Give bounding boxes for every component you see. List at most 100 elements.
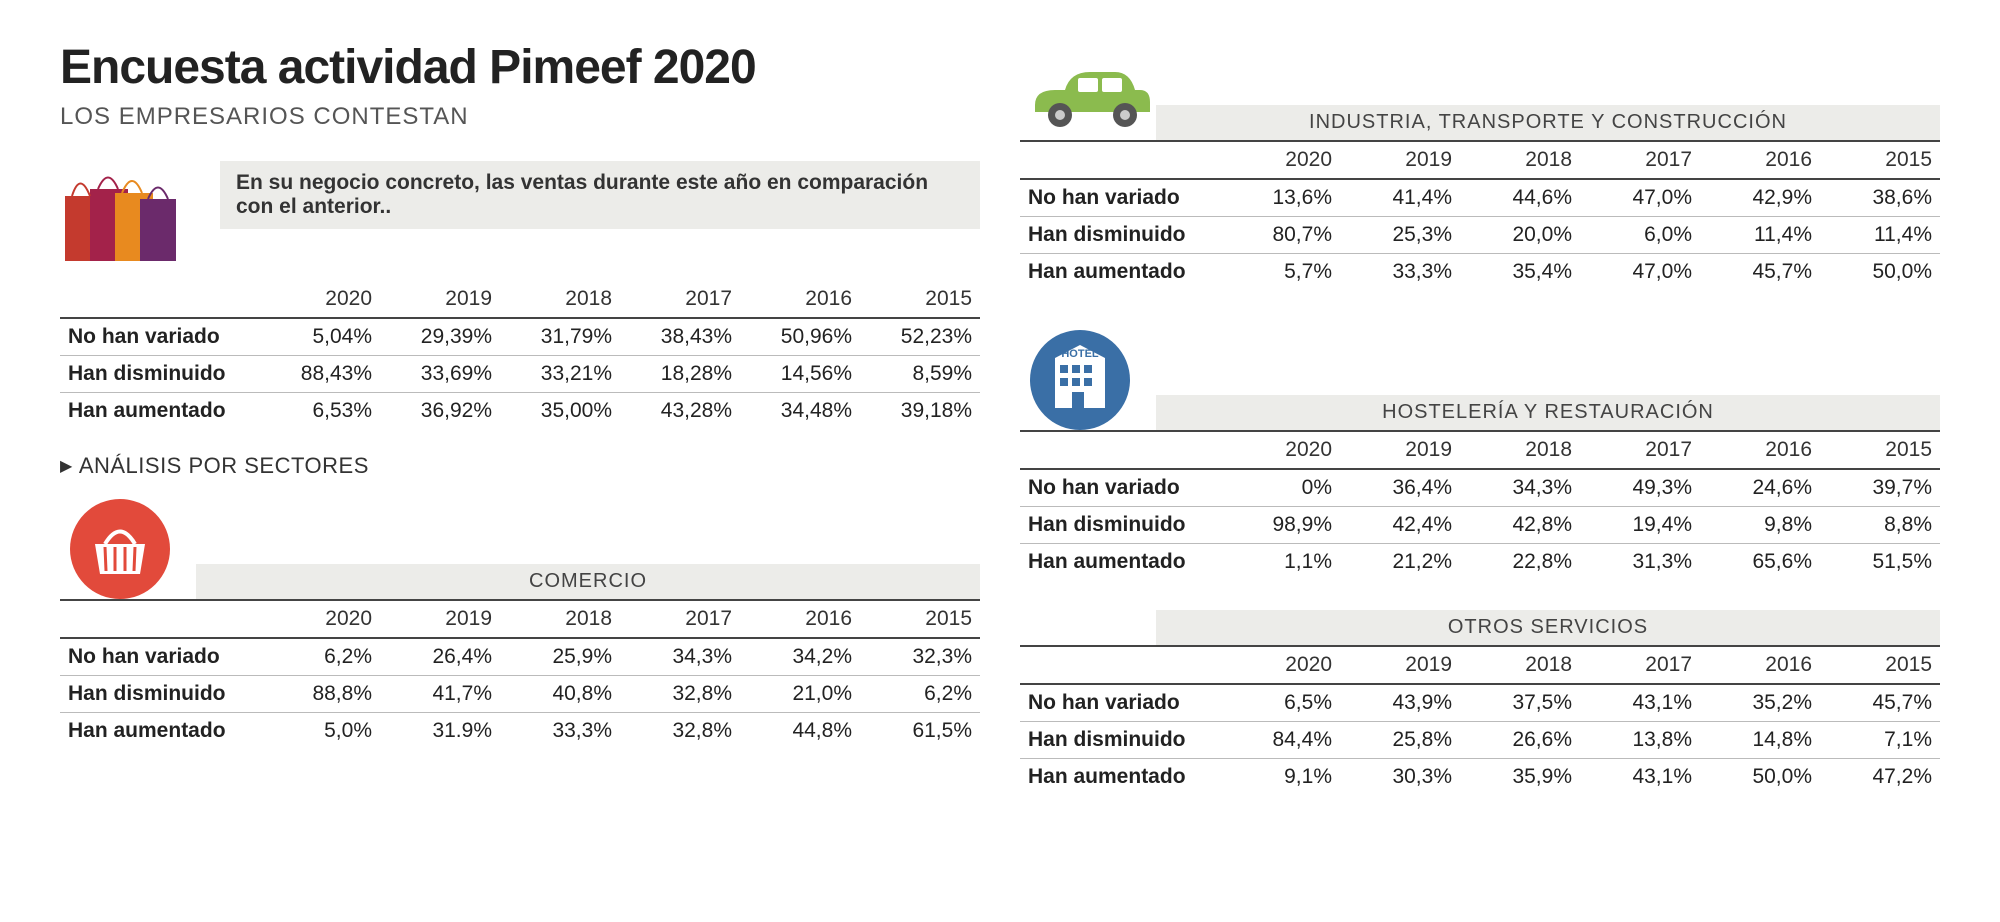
table-row: No han variado0%36,4%34,3%49,3%24,6%39,7… <box>1020 469 1940 507</box>
car-icon <box>1020 50 1140 140</box>
cell-value: 32,3% <box>860 638 980 676</box>
page-subtitle: LOS EMPRESARIOS CONTESTAN <box>60 103 980 131</box>
cell-value: 26,4% <box>380 638 500 676</box>
table-row: No han variado13,6%41,4%44,6%47,0%42,9%3… <box>1020 179 1940 217</box>
cell-value: 33,69% <box>380 356 500 393</box>
cell-value: 42,8% <box>1460 507 1580 544</box>
cell-value: 14,56% <box>740 356 860 393</box>
cell-value: 32,8% <box>620 713 740 750</box>
table-comercio: 202020192018201720162015 No han variado6… <box>60 601 980 749</box>
cell-value: 38,6% <box>1820 179 1940 217</box>
row-label: No han variado <box>1020 469 1220 507</box>
table-row: No han variado6,5%43,9%37,5%43,1%35,2%45… <box>1020 684 1940 722</box>
cell-value: 47,0% <box>1580 179 1700 217</box>
cell-value: 31,3% <box>1580 544 1700 581</box>
cell-value: 51,5% <box>1820 544 1940 581</box>
col-header-year: 2016 <box>740 281 860 318</box>
col-header-year: 2019 <box>380 281 500 318</box>
cell-value: 25,8% <box>1340 722 1460 759</box>
col-header-year: 2016 <box>1700 647 1820 684</box>
table-industria: 202020192018201720162015 No han variado1… <box>1020 142 1940 290</box>
col-header-year: 2019 <box>380 601 500 638</box>
table-row: Han aumentado6,53%36,92%35,00%43,28%34,4… <box>60 393 980 430</box>
cell-value: 80,7% <box>1220 217 1340 254</box>
cell-value: 1,1% <box>1220 544 1340 581</box>
cell-value: 0% <box>1220 469 1340 507</box>
table-row: Han aumentado9,1%30,3%35,9%43,1%50,0%47,… <box>1020 759 1940 796</box>
row-label: No han variado <box>1020 684 1220 722</box>
table-row: Han aumentado1,1%21,2%22,8%31,3%65,6%51,… <box>1020 544 1940 581</box>
col-header-empty <box>60 281 260 318</box>
cell-value: 8,59% <box>860 356 980 393</box>
table-header-row: 202020192018201720162015 <box>1020 142 1940 179</box>
cell-value: 65,6% <box>1700 544 1820 581</box>
col-header-empty <box>1020 647 1220 684</box>
col-header-year: 2019 <box>1340 432 1460 469</box>
cell-value: 37,5% <box>1460 684 1580 722</box>
table-header-row: 202020192018201720162015 <box>1020 647 1940 684</box>
cell-value: 45,7% <box>1820 684 1940 722</box>
row-label: Han disminuido <box>1020 217 1220 254</box>
table-row: Han disminuido98,9%42,4%42,8%19,4%9,8%8,… <box>1020 507 1940 544</box>
table-row: Han disminuido80,7%25,3%20,0%6,0%11,4%11… <box>1020 217 1940 254</box>
cell-value: 41,4% <box>1340 179 1460 217</box>
cell-value: 13,8% <box>1580 722 1700 759</box>
cell-value: 19,4% <box>1580 507 1700 544</box>
spacer-icon <box>1020 635 1140 645</box>
cell-value: 6,53% <box>260 393 380 430</box>
basket-icon <box>60 489 180 599</box>
section-title-comercio: COMERCIO <box>196 564 980 599</box>
cell-value: 26,6% <box>1460 722 1580 759</box>
cell-value: 33,3% <box>500 713 620 750</box>
col-header-year: 2015 <box>1820 432 1940 469</box>
col-header-empty <box>1020 432 1220 469</box>
row-label: Han disminuido <box>60 356 260 393</box>
shopping-bags-icon <box>60 161 200 271</box>
cell-value: 6,5% <box>1220 684 1340 722</box>
col-header-year: 2016 <box>740 601 860 638</box>
col-header-empty <box>1020 142 1220 179</box>
cell-value: 44,6% <box>1460 179 1580 217</box>
analisis-heading: ANÁLISIS POR SECTORES <box>60 453 980 479</box>
cell-value: 32,8% <box>620 676 740 713</box>
cell-value: 88,43% <box>260 356 380 393</box>
page-title: Encuesta actividad Pimeef 2020 <box>60 40 980 95</box>
cell-value: 34,48% <box>740 393 860 430</box>
cell-value: 33,3% <box>1340 254 1460 291</box>
col-header-year: 2015 <box>1820 647 1940 684</box>
cell-value: 31,79% <box>500 318 620 356</box>
cell-value: 5,0% <box>260 713 380 750</box>
hotel-icon: HOTEL <box>1020 320 1140 430</box>
cell-value: 47,2% <box>1820 759 1940 796</box>
section-title-otros: OTROS SERVICIOS <box>1156 610 1940 645</box>
cell-value: 50,96% <box>740 318 860 356</box>
cell-value: 18,28% <box>620 356 740 393</box>
cell-value: 21,2% <box>1340 544 1460 581</box>
cell-value: 31.9% <box>380 713 500 750</box>
col-header-year: 2020 <box>1220 432 1340 469</box>
cell-value: 6,2% <box>260 638 380 676</box>
col-header-year: 2020 <box>260 281 380 318</box>
cell-value: 25,3% <box>1340 217 1460 254</box>
cell-value: 98,9% <box>1220 507 1340 544</box>
col-header-year: 2016 <box>1700 142 1820 179</box>
cell-value: 43,1% <box>1580 759 1700 796</box>
cell-value: 50,0% <box>1700 759 1820 796</box>
col-header-year: 2020 <box>1220 647 1340 684</box>
cell-value: 42,9% <box>1700 179 1820 217</box>
row-label: Han aumentado <box>1020 544 1220 581</box>
cell-value: 9,8% <box>1700 507 1820 544</box>
table-header-row: 202020192018201720162015 <box>1020 432 1940 469</box>
svg-text:HOTEL: HOTEL <box>1061 348 1099 360</box>
section-title-industria: INDUSTRIA, TRANSPORTE Y CONSTRUCCIÓN <box>1156 105 1940 140</box>
table-otros: 202020192018201720162015 No han variado6… <box>1020 647 1940 795</box>
cell-value: 84,4% <box>1220 722 1340 759</box>
cell-value: 13,6% <box>1220 179 1340 217</box>
col-header-year: 2017 <box>1580 142 1700 179</box>
row-label: No han variado <box>1020 179 1220 217</box>
cell-value: 36,4% <box>1340 469 1460 507</box>
cell-value: 52,23% <box>860 318 980 356</box>
cell-value: 38,43% <box>620 318 740 356</box>
col-header-year: 2016 <box>1700 432 1820 469</box>
cell-value: 43,28% <box>620 393 740 430</box>
